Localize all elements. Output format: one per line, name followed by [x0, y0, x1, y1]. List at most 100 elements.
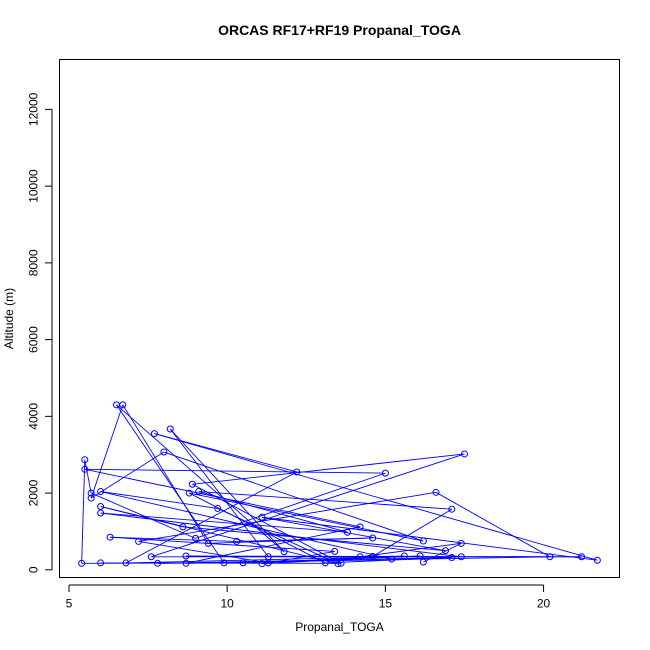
series-segment — [110, 536, 237, 542]
data-point — [97, 559, 105, 567]
data-point — [147, 553, 155, 561]
y-tick-label: 12000 — [27, 92, 41, 126]
y-tick-label: 10000 — [27, 169, 41, 203]
series-segment — [217, 508, 339, 565]
x-tick-label: 15 — [379, 597, 393, 611]
series-segment — [435, 491, 551, 558]
data-point — [419, 537, 427, 545]
data-point — [150, 430, 158, 438]
y-tick-label: 6000 — [27, 326, 41, 353]
data-point — [81, 456, 89, 464]
data-point — [460, 450, 468, 458]
data-point — [258, 513, 266, 521]
series-path — [81, 404, 598, 565]
data-point — [192, 534, 200, 542]
series-segment — [84, 459, 92, 494]
x-tick-label: 5 — [66, 597, 73, 611]
data-point — [97, 488, 105, 496]
series-segment — [116, 404, 225, 564]
data-point — [87, 489, 95, 497]
data-point — [233, 537, 241, 545]
data-point — [122, 559, 130, 567]
y-tick-label: 0 — [27, 566, 41, 573]
data-point — [356, 553, 364, 561]
data-point — [388, 555, 396, 563]
series-segment — [100, 512, 462, 558]
series-segment — [163, 451, 424, 542]
data-point — [334, 560, 342, 568]
x-axis: 5 10 15 20 — [66, 584, 551, 611]
data-point — [97, 509, 105, 517]
series-segment — [90, 404, 124, 499]
data-point — [321, 559, 329, 567]
data-point — [106, 533, 114, 541]
y-axis-label: Altitude (m) — [2, 288, 16, 349]
y-axis: 0 2000 4000 6000 8000 10000 12000 — [27, 92, 53, 573]
series-segment — [125, 555, 421, 564]
data-point — [87, 494, 95, 502]
data-point — [448, 505, 456, 513]
series-segment — [195, 472, 386, 539]
series-segment — [198, 491, 452, 510]
series-segment — [84, 468, 386, 474]
series-segment — [360, 542, 462, 558]
data-point — [546, 553, 554, 561]
y-tick-label: 4000 — [27, 403, 41, 430]
data-point — [457, 539, 465, 547]
series-segment — [154, 433, 598, 561]
data-point — [337, 559, 345, 567]
data-point — [448, 554, 456, 562]
data-point — [182, 552, 190, 560]
data-point — [185, 489, 193, 497]
data-point — [343, 528, 351, 536]
data-point — [160, 448, 168, 456]
data-point — [179, 523, 187, 531]
data-point — [119, 401, 127, 409]
series-segment — [169, 428, 285, 553]
data-point — [369, 552, 377, 560]
data-point — [166, 425, 174, 433]
data-point — [400, 552, 408, 560]
series-segment — [236, 537, 373, 542]
series-segment — [151, 453, 465, 558]
data-point — [280, 548, 288, 556]
series-segment — [268, 550, 335, 564]
series-segment — [261, 516, 446, 552]
series-points — [78, 401, 601, 568]
data-point — [214, 504, 222, 512]
series-segment — [423, 542, 462, 563]
plot-frame — [59, 59, 620, 578]
data-point — [78, 559, 86, 567]
series-segment — [90, 451, 165, 499]
series-segment — [138, 491, 437, 542]
data-point — [264, 559, 272, 567]
series-segment — [100, 491, 218, 509]
series-segment — [192, 453, 465, 485]
series-segment — [90, 492, 196, 539]
data-point — [220, 559, 228, 567]
data-point — [416, 552, 424, 560]
series-segment — [81, 459, 86, 564]
data-point — [331, 547, 339, 555]
data-point — [432, 488, 440, 496]
data-point — [97, 503, 105, 511]
x-axis-label: Propanal_TOGA — [295, 620, 384, 634]
data-point — [182, 559, 190, 567]
data-point — [135, 537, 143, 545]
series-segment — [372, 508, 453, 557]
data-point — [356, 523, 364, 531]
x-tick-label: 20 — [537, 597, 551, 611]
data-point — [578, 553, 586, 561]
y-tick-label: 8000 — [27, 249, 41, 276]
data-point — [457, 553, 465, 561]
series-segment — [261, 555, 405, 565]
data-point — [441, 547, 449, 555]
data-point — [188, 480, 196, 488]
data-point — [593, 556, 601, 564]
series-segment — [185, 526, 361, 564]
data-point — [293, 468, 301, 476]
series-segment — [100, 491, 392, 560]
series-segment — [186, 556, 550, 564]
data-point — [154, 559, 162, 567]
